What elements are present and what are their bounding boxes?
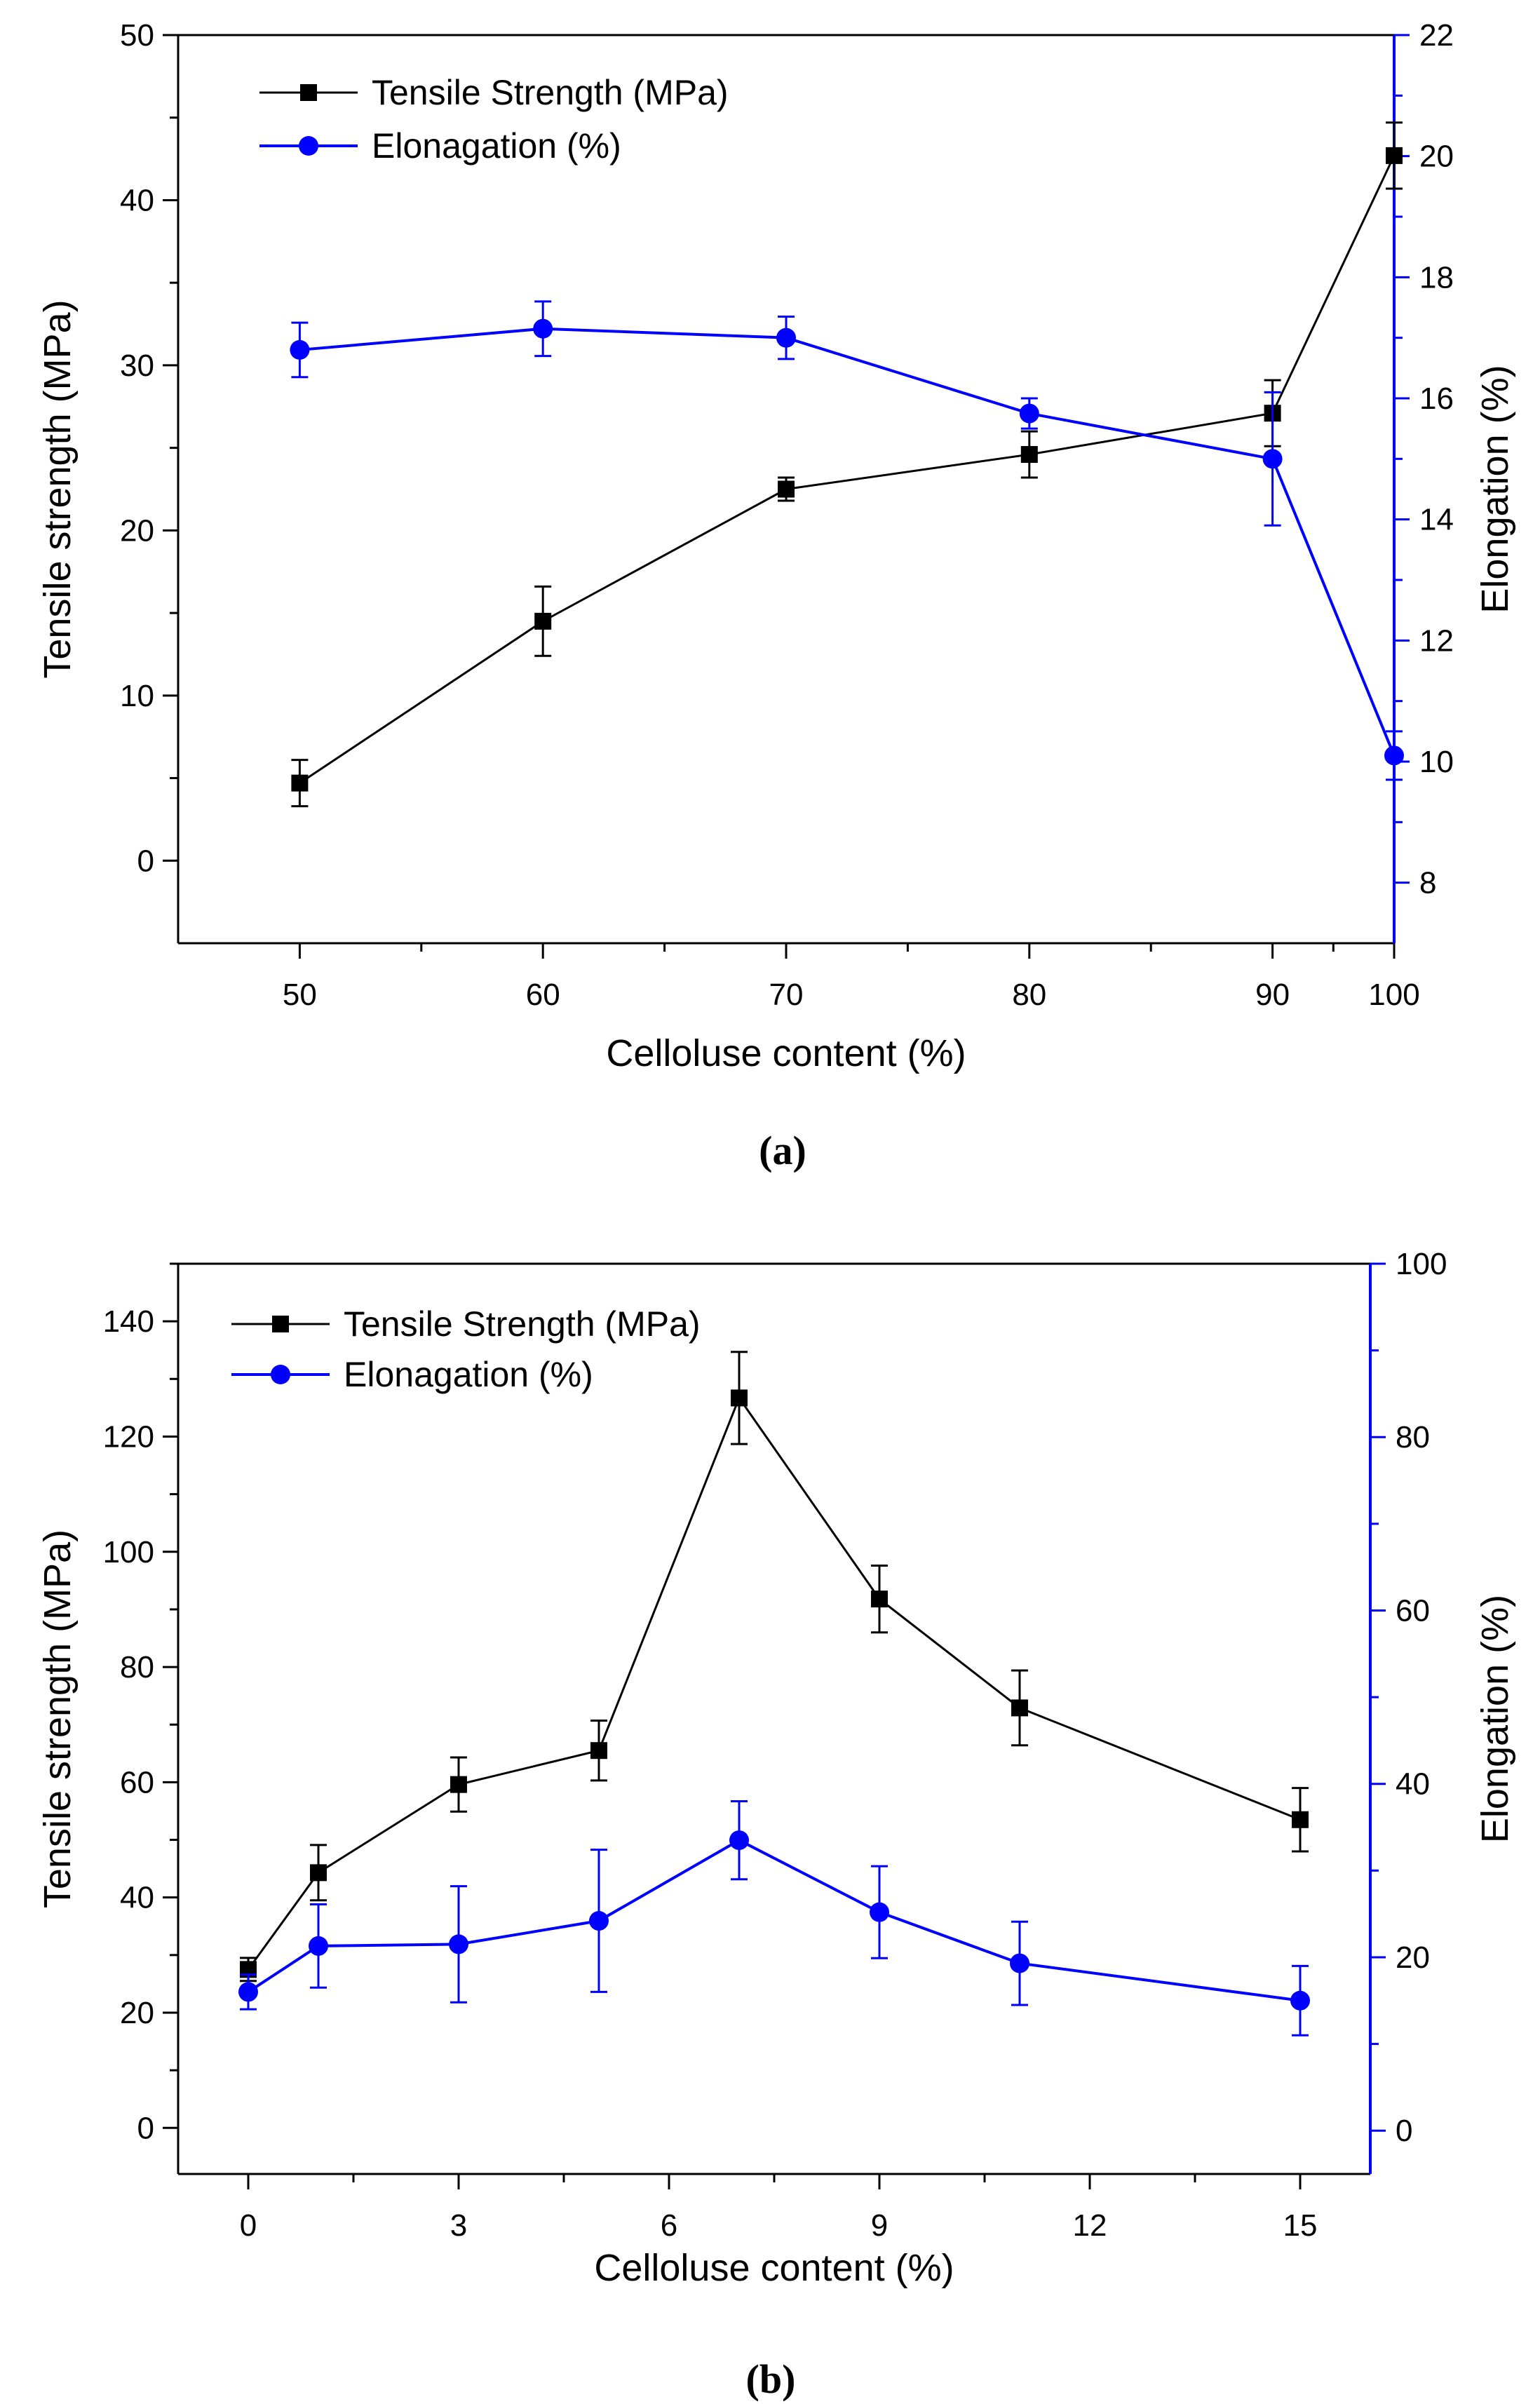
- chart-b-y-right-axis-title: Elongation (%): [1474, 1595, 1516, 1843]
- chart-a-y-right-tick-label: 12: [1419, 623, 1454, 658]
- chart-b-y-left-tick-label: 0: [137, 2111, 154, 2145]
- chart-b-x-tick-label: 0: [240, 2208, 257, 2243]
- chart-b-elongation-point: [589, 1911, 609, 1931]
- chart-a-tensile-point: [1386, 147, 1403, 164]
- chart-b-elongation-point: [729, 1830, 749, 1851]
- chart-b-tensile-point: [871, 1591, 888, 1608]
- chart-a-y-right-tick-label: 22: [1419, 18, 1454, 53]
- chart-a-elongation-point: [1262, 449, 1283, 469]
- chart-a-elongation-point: [290, 339, 310, 360]
- chart-a-y-left-tick-label: 50: [120, 18, 154, 53]
- chart-b-x-tick-label: 3: [450, 2208, 467, 2243]
- chart-b-tensile-point: [450, 1776, 467, 1793]
- chart-b-x-axis-title: Celloluse content (%): [594, 2247, 954, 2289]
- chart-a-panel-caption: (a): [759, 1128, 806, 1173]
- chart-b-tensile-point: [1011, 1699, 1028, 1717]
- chart-a-x-tick-label: 50: [283, 978, 317, 1012]
- chart-a-y-right-tick-label: 10: [1419, 745, 1454, 779]
- chart-b-x-tick-label: 9: [871, 2208, 888, 2243]
- chart-b-tensile-legend-marker: [272, 1316, 289, 1332]
- chart-a-elongation-legend-marker: [299, 136, 318, 156]
- chart-b-elongation-line: [247, 1838, 1301, 2002]
- chart-a-tensile-point: [778, 480, 795, 498]
- chart-b-y-left-tick-label: 60: [120, 1765, 154, 1799]
- chart-b-y-left-tick-label: 100: [103, 1535, 154, 1569]
- chart-b-x-tick-label: 6: [661, 2208, 677, 2243]
- chart-a-y-left-axis-title: Tensile strength (MPa): [36, 299, 79, 678]
- chart-b-elongation-point: [870, 1902, 889, 1922]
- chart-b-tensile-point: [310, 1864, 327, 1882]
- chart-b-y-right-tick-label: 80: [1396, 1420, 1430, 1454]
- chart-b-elongation-point: [449, 1934, 468, 1954]
- chart-b-y-right-tick-label: 60: [1396, 1593, 1430, 1628]
- chart-b-elongation-point: [238, 1982, 258, 2002]
- chart-b-tensile-legend-label: Tensile Strength (MPa): [344, 1304, 701, 1344]
- chart-a-y-left-tick-label: 20: [120, 513, 154, 548]
- chart-b-elongation-point: [1010, 1953, 1029, 1973]
- chart-b-y-right-tick-label: 0: [1396, 2114, 1412, 2148]
- chart-b-elongation-legend-label: Elonagation (%): [344, 1355, 593, 1394]
- chart-a-y-left-tick-label: 10: [120, 679, 154, 713]
- chart-b-x-tick-label: 12: [1073, 2208, 1107, 2243]
- chart-b-y-left-tick-label: 120: [103, 1419, 154, 1454]
- chart-a-y-left-tick-label: 30: [120, 349, 154, 383]
- chart-b-y-left-axis-title: Tensile strength (MPa): [36, 1529, 79, 1908]
- chart-a-y-right-tick-label: 16: [1419, 381, 1454, 416]
- chart-b-tensile-point: [590, 1742, 607, 1760]
- chart-a-tensile-legend-marker: [300, 84, 317, 101]
- chart-a-x-tick-label: 100: [1368, 978, 1419, 1012]
- chart-a-x-tick-label: 70: [769, 978, 804, 1012]
- chart-b-elongation-legend-marker: [271, 1365, 290, 1384]
- chart-b-elongation-point: [1290, 1990, 1310, 2011]
- chart-a-elongation-point: [533, 318, 553, 339]
- chart-a-elongation-point: [1019, 403, 1039, 424]
- chart-a-tensile-point: [291, 774, 309, 792]
- chart-b-y-left-tick-label: 140: [103, 1304, 154, 1339]
- chart-a-y-left-tick-label: 0: [137, 844, 154, 878]
- chart-b-y-left-tick-label: 80: [120, 1650, 154, 1684]
- chart-a-x-tick-label: 60: [526, 978, 560, 1012]
- chart-b-panel-caption: (b): [746, 2356, 796, 2402]
- chart-b-y-left-tick-label: 40: [120, 1881, 154, 1915]
- chart-b-elongation-point: [309, 1936, 328, 1956]
- chart-a-y-right-axis-title: Elongation (%): [1474, 365, 1516, 613]
- chart-a-elongation-point: [1384, 745, 1404, 766]
- chart-b-tensile-point: [731, 1389, 748, 1407]
- chart-a-tensile-line: [299, 155, 1396, 784]
- chart-a-elongation-legend-label: Elonagation (%): [372, 126, 621, 166]
- chart-a-y-right-tick-label: 20: [1419, 140, 1454, 174]
- chart-a-elongation-point: [776, 327, 796, 348]
- chart-a-y-right-tick-label: 18: [1419, 260, 1454, 295]
- chart-b-y-left-tick-label: 20: [120, 1996, 154, 2030]
- chart-b-y-right-tick-label: 100: [1396, 1247, 1447, 1281]
- chart-b-y-right-tick-label: 40: [1396, 1767, 1430, 1802]
- chart-a-x-axis-title: Celloluse content (%): [606, 1032, 966, 1074]
- chart-b-tensile-point: [1292, 1811, 1309, 1828]
- chart-b-tensile-line: [247, 1396, 1301, 1971]
- chart-a-x-tick-label: 90: [1255, 978, 1290, 1012]
- chart-b-y-right-tick-label: 20: [1396, 1940, 1430, 1975]
- chart-a-x-tick-label: 80: [1012, 978, 1046, 1012]
- chart-a-tensile-point: [534, 612, 552, 630]
- chart-a-y-right-tick-label: 14: [1419, 503, 1454, 537]
- chart-a-tensile-legend-label: Tensile Strength (MPa): [372, 73, 729, 112]
- chart-a-tensile-point: [1020, 446, 1038, 464]
- chart-b-x-tick-label: 15: [1283, 2208, 1318, 2243]
- chart-a-y-left-tick-label: 40: [120, 183, 154, 217]
- chart-a-y-right-tick-label: 8: [1419, 866, 1436, 900]
- chart-a-elongation-line: [299, 327, 1396, 757]
